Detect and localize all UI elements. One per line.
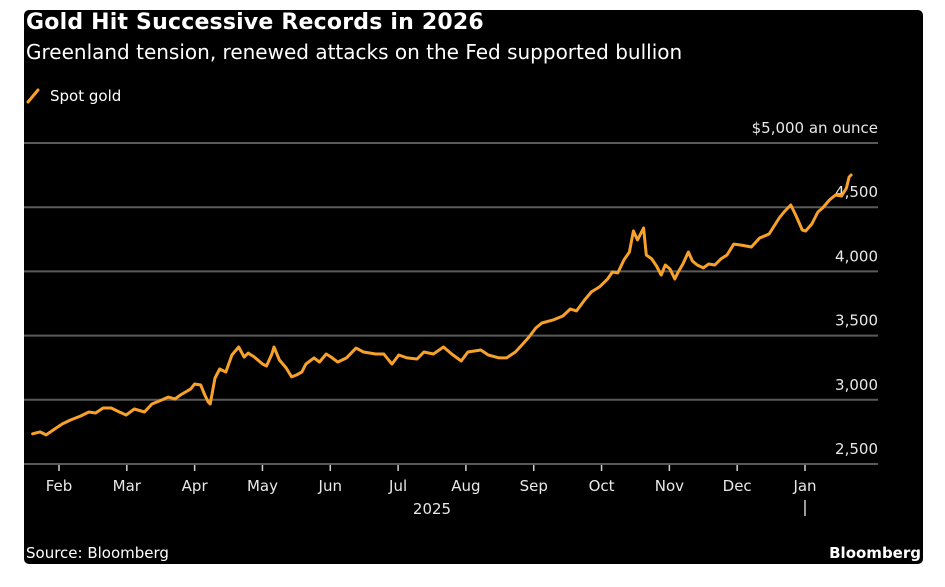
series-layer xyxy=(31,173,853,437)
x-tick-label-nov: Nov xyxy=(655,477,684,495)
x-tick-label-may: May xyxy=(247,477,278,495)
x-tick-label-apr: Apr xyxy=(182,477,209,495)
x-tick-label-jun: Jun xyxy=(318,477,342,495)
x-tick-label-oct: Oct xyxy=(589,477,615,495)
line-swatch-icon xyxy=(26,88,40,104)
chart-subtitle: Greenland tension, renewed attacks on th… xyxy=(26,40,683,64)
y-tick-label-2500: 2,500 xyxy=(835,440,878,458)
series-line-spot-gold xyxy=(31,173,853,437)
x-tick-label-mar: Mar xyxy=(113,477,142,495)
chart-title: Gold Hit Successive Records in 2026 xyxy=(26,10,484,35)
legend-label-spot-gold: Spot gold xyxy=(50,87,122,105)
x-tick-label-feb: Feb xyxy=(46,477,73,495)
y-axis: 2,500 3,000 3,500 4,000 4,500 $5,000 an ounce xyxy=(752,119,878,458)
y-tick-label-5000: $5,000 an ounce xyxy=(752,119,878,137)
y-tick-label-3000: 3,000 xyxy=(835,376,878,394)
x-tick-label-aug: Aug xyxy=(451,477,480,495)
line-chart: 2,500 3,000 3,500 4,000 4,500 $5,000 an ounce… xyxy=(24,119,878,518)
x-tick-label-jan: Jan xyxy=(792,477,816,495)
brand-logo: Bloomberg xyxy=(829,544,921,562)
x-tick-label-dec: Dec xyxy=(723,477,752,495)
x-year-label-2025: 2025 xyxy=(413,500,451,518)
legend: Spot gold xyxy=(26,85,121,107)
y-tick-label-3500: 3,500 xyxy=(835,312,878,330)
x-tick-label-sep: Sep xyxy=(520,477,548,495)
chart-panel: Gold Hit Successive Records in 2026 Gree… xyxy=(24,10,923,564)
source-note: Source: Bloomberg xyxy=(26,544,169,562)
gridlines xyxy=(24,142,878,465)
y-tick-label-4000: 4,000 xyxy=(835,247,878,265)
x-axis: Feb Mar Apr May Jun Jul Aug Sep Oct Nov Dec Jan 2025 xyxy=(46,465,817,518)
y-tick-label-4500: 4,500 xyxy=(835,183,878,201)
x-tick-label-jul: Jul xyxy=(388,477,407,495)
